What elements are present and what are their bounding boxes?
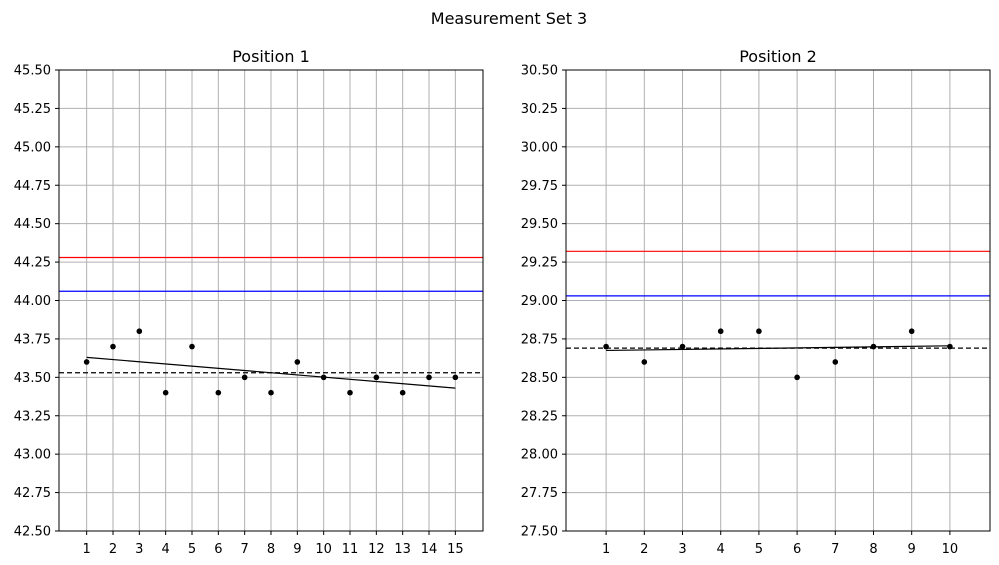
y-tick-label: 44.50 xyxy=(14,217,51,232)
data-point xyxy=(83,359,90,365)
x-tick-label: 2 xyxy=(640,542,648,557)
x-tick-label: 5 xyxy=(188,542,196,557)
figure-title: Measurement Set 3 xyxy=(431,9,587,28)
y-tick-label: 29.00 xyxy=(521,294,558,309)
data-point xyxy=(679,343,686,350)
x-tick-label: 3 xyxy=(678,542,686,557)
subplot-title: Position 1 xyxy=(232,47,310,66)
y-tick-label: 28.00 xyxy=(521,448,558,463)
data-point xyxy=(399,389,406,396)
data-point xyxy=(189,343,195,350)
y-tick-label: 43.50 xyxy=(14,371,51,386)
x-tick-label: 10 xyxy=(942,542,959,557)
subplot-position-2: 1 2 3 4 5 6 7 8 9 10 27.50 27.75 28.00 28.25 28.50 28.7… xyxy=(521,47,991,557)
data-point xyxy=(294,359,301,365)
data-point xyxy=(947,343,953,350)
y-tick-label: 29.50 xyxy=(521,217,558,232)
x-tick-label: 6 xyxy=(793,542,801,557)
y-tick-label: 30.50 xyxy=(521,64,558,79)
y-tick-label: 43.00 xyxy=(14,448,51,463)
trend-line xyxy=(86,356,456,389)
x-tick-label: 15 xyxy=(447,542,464,557)
data-point xyxy=(136,328,143,335)
data-point xyxy=(320,374,327,381)
data-point xyxy=(268,389,274,396)
x-tick-label: 7 xyxy=(831,542,839,557)
y-tick-label: 27.50 xyxy=(521,525,558,540)
y-tick-label: 29.75 xyxy=(521,179,558,194)
data-point xyxy=(241,374,248,381)
data-point xyxy=(756,328,762,335)
data-point xyxy=(794,374,800,381)
data-point xyxy=(832,359,839,365)
x-tick-label: 8 xyxy=(869,542,877,557)
y-tick-label: 44.00 xyxy=(14,294,51,309)
data-point xyxy=(603,343,609,350)
x-tick-label: 11 xyxy=(342,542,359,557)
x-tick-label: 1 xyxy=(602,542,610,557)
x-tick-label: 7 xyxy=(241,542,249,557)
data-point xyxy=(908,328,915,335)
x-tick-label: 1 xyxy=(83,542,91,557)
subplot-position-1: 1 2 3 4 5 6 7 8 9 10 11 12 13 14 1542.5042.7543.0043.2… xyxy=(14,47,484,557)
y-tick-label: 45.25 xyxy=(14,102,51,117)
x-tick-label: 14 xyxy=(421,542,438,557)
y-tick-label: 45.50 xyxy=(14,64,51,79)
y-tick-label: 30.25 xyxy=(521,102,558,117)
data-point xyxy=(870,343,877,350)
data-point xyxy=(215,389,222,396)
x-tick-label: 4 xyxy=(717,542,725,557)
x-tick-label: 9 xyxy=(293,542,301,557)
y-tick-label: 44.25 xyxy=(14,256,51,271)
data-point xyxy=(373,374,380,381)
y-tick-label: 43.75 xyxy=(14,332,51,347)
x-tick-label: 5 xyxy=(755,542,763,557)
data-point xyxy=(717,328,724,335)
x-tick-label: 12 xyxy=(368,542,385,557)
data-point xyxy=(110,343,116,350)
y-tick-label: 28.25 xyxy=(521,409,558,424)
x-tick-label: 8 xyxy=(267,542,275,557)
y-tick-label: 42.50 xyxy=(14,525,51,540)
y-tick-label: 28.75 xyxy=(521,332,558,347)
y-tick-label: 44.75 xyxy=(14,179,51,194)
subplot-title: Position 2 xyxy=(739,47,817,66)
x-tick-label: 10 xyxy=(315,542,332,557)
x-tick-label: 6 xyxy=(214,542,222,557)
y-tick-label: 28.50 xyxy=(521,371,558,386)
data-point xyxy=(162,389,169,396)
data-point xyxy=(641,359,648,365)
data-point xyxy=(452,374,459,381)
y-tick-label: 30.00 xyxy=(521,140,558,155)
data-point xyxy=(347,389,353,396)
x-tick-label: 13 xyxy=(394,542,411,557)
x-tick-label: 4 xyxy=(162,542,170,557)
y-tick-label: 45.00 xyxy=(14,140,51,155)
x-tick-label: 9 xyxy=(908,542,916,557)
y-tick-label: 42.75 xyxy=(14,486,51,501)
y-tick-label: 29.25 xyxy=(521,256,558,271)
y-tick-label: 27.75 xyxy=(521,486,558,501)
x-tick-label: 2 xyxy=(109,542,117,557)
data-point xyxy=(426,374,432,381)
y-tick-label: 43.25 xyxy=(14,409,51,424)
trend-line xyxy=(606,345,950,352)
x-tick-label: 3 xyxy=(135,542,143,557)
